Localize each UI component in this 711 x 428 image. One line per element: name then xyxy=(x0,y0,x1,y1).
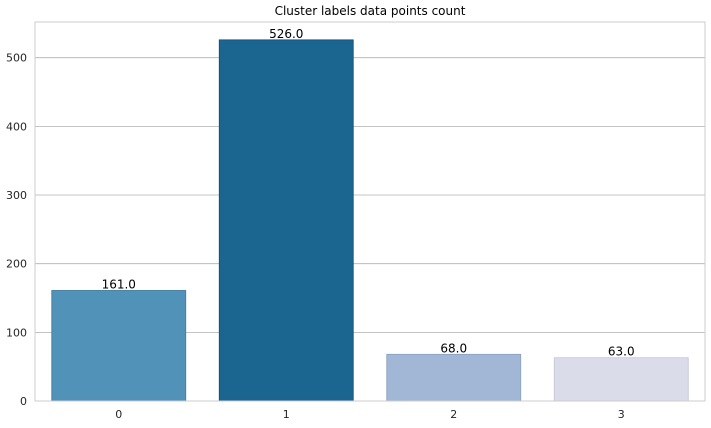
plot-frame xyxy=(34,21,706,402)
bar-cluster-2 xyxy=(386,353,522,402)
y-tick-label: 100 xyxy=(6,326,27,339)
y-tick-label: 500 xyxy=(6,52,27,65)
bar-cluster-1 xyxy=(218,39,354,402)
x-tick-label: 0 xyxy=(115,408,122,421)
x-axis: 0 1 2 3 xyxy=(115,408,625,421)
y-tick-label: 200 xyxy=(6,258,27,271)
y-axis: 0 100 200 300 400 500 xyxy=(6,52,27,408)
bar-cluster-0 xyxy=(51,290,187,402)
bar-value-label: 68.0 xyxy=(440,341,467,355)
bar-cluster-3 xyxy=(553,357,689,402)
bar-value-label: 63.0 xyxy=(608,345,635,359)
bars xyxy=(51,39,689,402)
y-tick-label: 0 xyxy=(20,395,27,408)
y-tick-label: 400 xyxy=(6,120,27,133)
x-tick-label: 1 xyxy=(283,408,290,421)
y-tick-label: 300 xyxy=(6,189,27,202)
bar-labels: 161.0 526.0 68.0 63.0 xyxy=(102,27,635,359)
x-tick-label: 3 xyxy=(618,408,625,421)
bar-value-label: 526.0 xyxy=(269,27,303,41)
x-tick-label: 2 xyxy=(450,408,457,421)
chart-title: Cluster labels data points count xyxy=(275,4,466,18)
bar-value-label: 161.0 xyxy=(102,277,136,291)
